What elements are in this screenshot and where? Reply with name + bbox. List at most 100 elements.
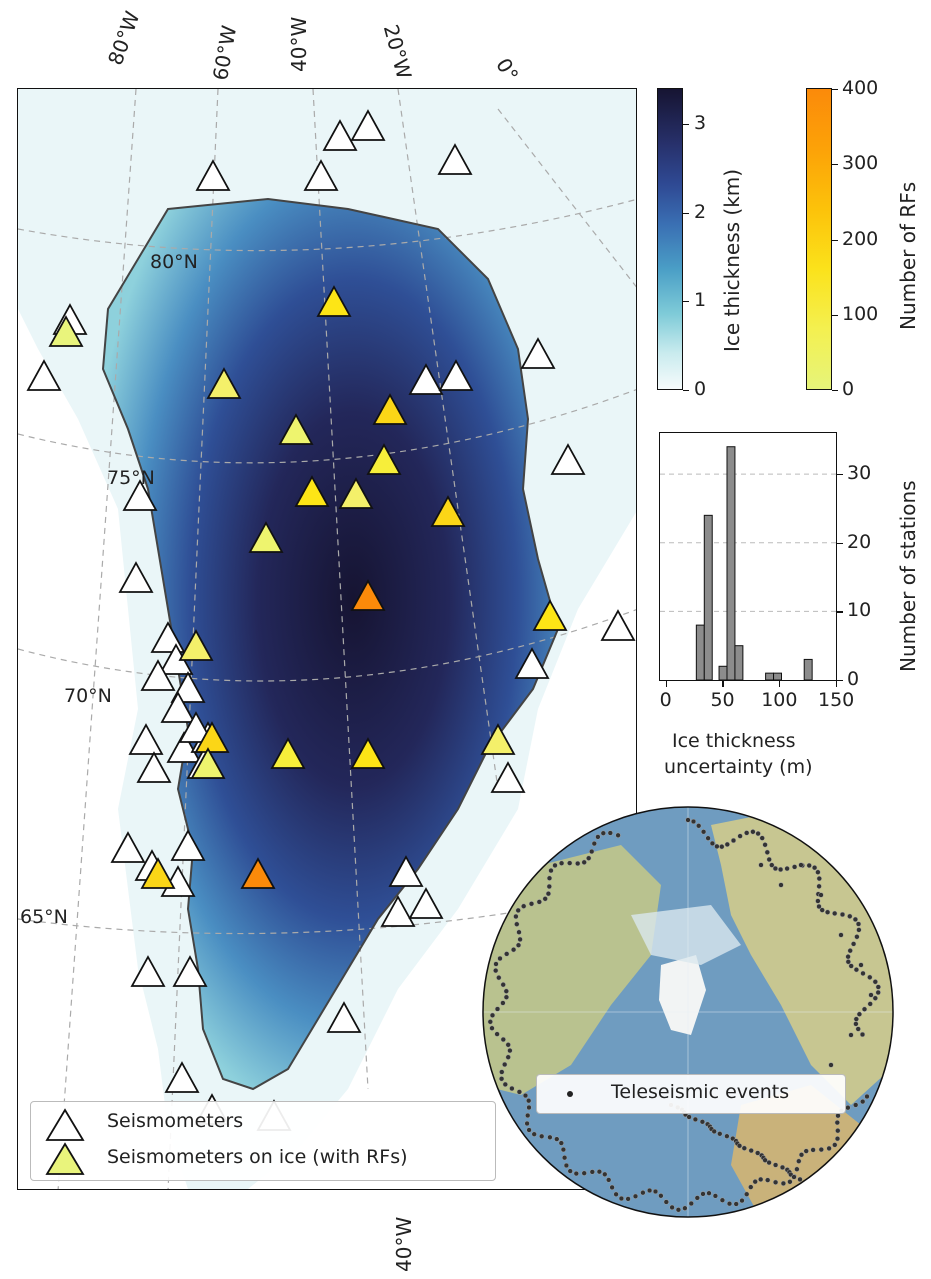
event-dot (589, 848, 595, 855)
greenland-ice (659, 955, 706, 1035)
event-dot (497, 955, 503, 962)
station-marker (326, 1001, 362, 1033)
event-dot (699, 1119, 706, 1125)
event-dot (834, 1119, 840, 1126)
event-dot (864, 1093, 870, 1100)
event-dot (595, 834, 601, 840)
event-dot (504, 951, 510, 957)
globe-svg (482, 806, 894, 1218)
event-dot (489, 1025, 495, 1031)
event-dot (867, 1001, 873, 1007)
event-dot (762, 842, 768, 848)
event-dot (542, 896, 548, 902)
station-marker (408, 887, 444, 919)
hist-ytick-mark (837, 542, 843, 544)
event-dot (741, 1145, 747, 1151)
event-dot (816, 875, 822, 882)
lat-label-75n: 75°N (107, 467, 155, 489)
event-dot (766, 1159, 772, 1166)
event-dot (554, 1136, 560, 1142)
event-dot (503, 988, 509, 994)
station-marker (118, 561, 154, 593)
station-marker (160, 691, 196, 723)
event-dot (717, 1131, 723, 1137)
event-dot (496, 975, 502, 981)
station-marker (532, 599, 568, 631)
event-dot (615, 832, 621, 838)
station-marker (128, 723, 164, 755)
event-dot (606, 1177, 612, 1183)
event-dot (810, 1147, 816, 1153)
event-dot (602, 1171, 608, 1177)
event-dot (816, 903, 822, 910)
event-dot (765, 1177, 771, 1183)
event-dot (778, 882, 784, 888)
event-dot (872, 995, 878, 1001)
hist-xtick-label: 150 (818, 689, 855, 711)
station-marker (514, 647, 550, 679)
station-marker (408, 363, 444, 395)
station-marker (170, 829, 206, 861)
ice-colorbar-title: Ice thickness (km) (720, 168, 744, 352)
event-dot (502, 1081, 508, 1088)
station-marker (380, 895, 416, 927)
event-dot (744, 830, 750, 836)
event-dot (818, 892, 824, 898)
event-dot (494, 1031, 500, 1037)
lon-label-0: 0° (491, 54, 524, 86)
event-dot (700, 1191, 706, 1197)
station-marker (430, 495, 466, 527)
hist-xtick-mark (779, 681, 781, 687)
hist-xtick-label: 50 (710, 689, 735, 711)
station-marker (520, 337, 556, 369)
event-dot (586, 855, 592, 861)
hist-ytick-label: 30 (847, 462, 872, 485)
hist-ytick-mark (837, 474, 843, 476)
event-dot (510, 947, 517, 953)
event-dot (806, 862, 812, 869)
event-dot (816, 1188, 822, 1195)
event-dot (733, 1201, 739, 1207)
event-dot (517, 936, 523, 943)
station-marker (278, 413, 314, 445)
event-dot (828, 1193, 835, 1199)
event-dot (860, 970, 866, 977)
event-dot (875, 989, 881, 996)
station-marker (130, 955, 166, 987)
event-dot (589, 1169, 595, 1175)
event-dot (545, 891, 552, 897)
station-marker (172, 955, 208, 987)
event-dot (791, 1174, 797, 1180)
event-dot (515, 942, 522, 948)
event-dot (507, 1047, 513, 1054)
station-marker (240, 857, 276, 889)
event-dot (546, 875, 553, 881)
event-dot (558, 1140, 564, 1146)
hist-ylabel: Number of stations (896, 480, 920, 672)
event-dot (573, 1170, 579, 1177)
station-marker (206, 367, 242, 399)
event-dot (803, 1148, 809, 1154)
event-dot (748, 1184, 754, 1190)
event-dot (848, 1032, 854, 1038)
event-dot (724, 841, 730, 848)
event-dot (853, 967, 860, 973)
event-dot (521, 903, 527, 909)
rf-tick-100: 100 (842, 303, 879, 325)
event-dot (878, 922, 884, 928)
station-marker (437, 143, 473, 175)
legend-label-seismometers: Seismometers (107, 1110, 244, 1132)
event-dot (500, 982, 506, 988)
ice-tick-1: 1 (694, 289, 707, 311)
event-dot (868, 992, 874, 998)
event-dot (762, 1157, 768, 1163)
event-dot (819, 907, 825, 913)
hist-bar (726, 446, 736, 681)
seismometer-legend-icon (45, 1108, 85, 1141)
event-dot (528, 901, 535, 907)
event-dot (845, 959, 851, 965)
histogram-plot (660, 446, 836, 681)
event-dot (567, 1168, 573, 1174)
event-dot (794, 1166, 800, 1172)
greenland-map (17, 88, 637, 1190)
